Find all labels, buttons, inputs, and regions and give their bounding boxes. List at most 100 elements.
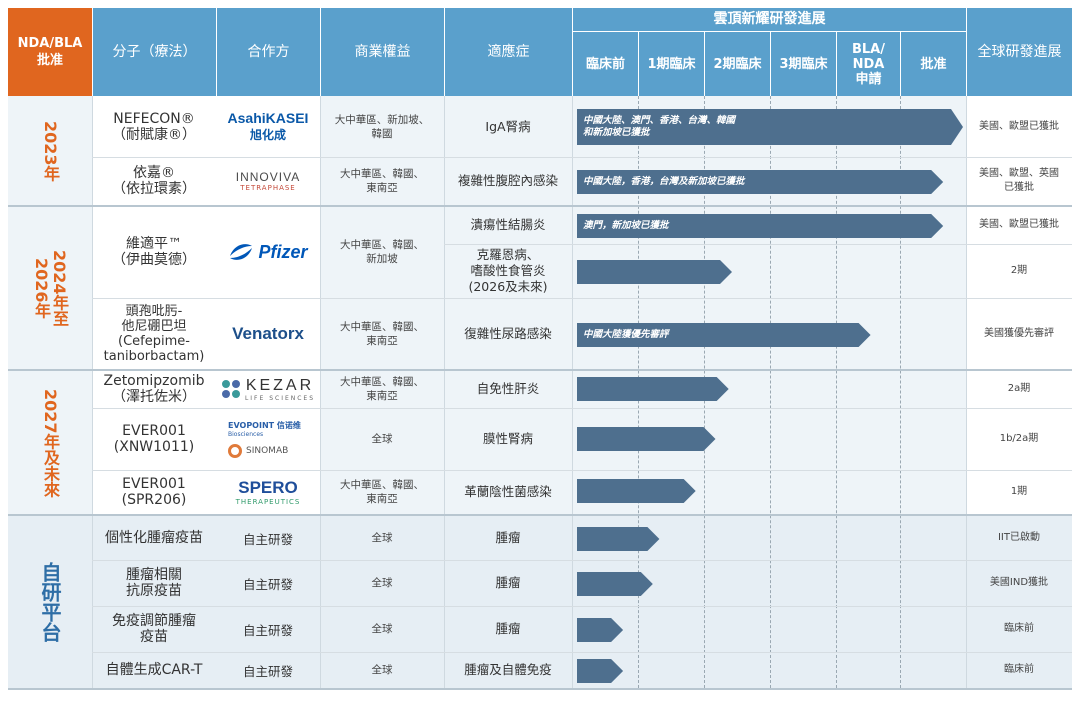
- rights-immunomodulatory-vaccine: 全球: [371, 623, 393, 635]
- arrow-body: [577, 479, 696, 503]
- indication-eravacycline: 複雜性腹腔內感染: [457, 173, 558, 188]
- indication-cuti: 復雜性尿路感染: [464, 325, 552, 341]
- rights-cefepime: 大中華區、韓國、 東南亞: [340, 320, 424, 347]
- arrow-body: [577, 527, 660, 551]
- platform-bg: [8, 516, 1072, 688]
- year-label-platform: 自研平台: [38, 562, 62, 642]
- molecule-etrasimod: 維適平™ （伊曲莫德）: [112, 236, 196, 268]
- indication-tumor-autoimmune: 腫瘤及自體免疫: [464, 662, 552, 677]
- arrow-body: [577, 572, 653, 596]
- row-divider: [92, 606, 1072, 607]
- evopoint-logo-text: EVOPOINT 信诺维: [228, 421, 301, 430]
- partner-in-house: 自主研發: [242, 531, 293, 547]
- arrow-body: [577, 170, 944, 194]
- molecule-immunomodulatory-vaccine: 免疫調節腫瘤 疫苗: [112, 613, 196, 645]
- group-separator: [8, 514, 1072, 516]
- global-ever001-xnw1011: 1b/2a期: [999, 433, 1039, 444]
- molecule-eravacycline: 依嘉® （依拉環素）: [112, 165, 196, 197]
- global-crohns: 2期: [1010, 265, 1028, 276]
- pfizer-logo-text: Pfizer: [258, 241, 308, 262]
- header-phase-bla: BLA/ NDA 申請: [836, 32, 900, 96]
- arrow-shape: [577, 323, 871, 347]
- arrow-body: [577, 659, 624, 683]
- molecule-taa-vaccine: 腫瘤相關 抗原疫苗: [126, 567, 182, 599]
- header-rights: 商業權益: [320, 8, 444, 96]
- molecule-col-bg: [92, 96, 216, 516]
- header-phase-1: 1期臨床: [638, 32, 704, 96]
- group-separator: [8, 205, 1072, 207]
- arrow-label: 澳門，新加坡已獲批: [583, 220, 669, 231]
- rights-eravacycline: 大中華區、韓國、 東南亞: [340, 168, 424, 194]
- tetraphase-logo-text: TETRAPHASE: [240, 184, 296, 192]
- global-eravacycline: 美國、歐盟、英國 已獲批: [979, 168, 1059, 193]
- arrow-label: 中國大陸，香港，台灣及新加坡已獲批: [583, 176, 745, 187]
- table-bottom: [8, 688, 1072, 690]
- pfizer-mark-icon: [230, 244, 253, 260]
- molecule-cefepime: 頭孢吡肟- 他尼硼巴坦 (Cefepime- taniborbactam): [103, 303, 205, 364]
- logo-innoviva: INNOVIVA TETRAPHASE: [216, 157, 320, 205]
- global-uc: 美國、歐盟已獲批: [979, 219, 1059, 230]
- logo-venatorx: Venatorx: [216, 298, 320, 369]
- logo-spero: SPERO THERAPEUTICS: [216, 470, 320, 514]
- kezar-mark-icon: [221, 380, 240, 398]
- indication-nefecon: IgA腎病: [485, 118, 531, 134]
- arrow-body: [577, 427, 716, 451]
- arrow-shape: [577, 659, 624, 683]
- row-divider: [444, 244, 1072, 245]
- partner-in-house: 自主研發: [242, 576, 293, 592]
- logo-pfizer: Pfizer: [216, 206, 320, 298]
- header-partner: 合作方: [216, 8, 320, 96]
- arrow-shape: [577, 479, 696, 503]
- logo-kezar: KEZAR LIFE SCIENCES: [216, 370, 320, 408]
- global-col-bg: [966, 96, 1072, 516]
- header-molecule: 分子（療法）: [92, 8, 216, 96]
- global-personalized-vaccine: IIT已啟動: [997, 532, 1040, 543]
- molecule-personalized-vaccine: 個性化腫瘤疫苗: [105, 530, 203, 546]
- row-divider: [92, 408, 1072, 409]
- year-label-2027: 2027年及未來: [41, 388, 60, 498]
- arrow-shape: [577, 427, 716, 451]
- indication-tumor: 腫瘤: [495, 575, 521, 590]
- arrow-body: [577, 377, 729, 401]
- arrow-body: [577, 618, 624, 642]
- arrow-shape: [577, 527, 660, 551]
- venatorx-logo-text: Venatorx: [232, 323, 304, 343]
- rights-ever001-xnw1011: 全球: [371, 433, 393, 445]
- arrow-shape: [577, 214, 944, 238]
- global-cefepime: 美國獲優先審評: [984, 327, 1054, 339]
- partner-in-house: 自主研發: [242, 663, 293, 679]
- global-in-vivo-car-t: 臨床前: [1004, 664, 1034, 675]
- global-ever001-spr206: 1期: [1010, 486, 1028, 497]
- arrow-body: [577, 260, 732, 284]
- molecule-ever001-spr206: EVER001 (SPR206): [121, 476, 187, 508]
- kezar-logo: KEZAR LIFE SCIENCES: [221, 377, 315, 402]
- arrow-shape: [577, 377, 729, 401]
- asahi-logo-text: AsahiKASEI: [227, 110, 309, 126]
- arrow-shape: [577, 618, 624, 642]
- header-nda: NDA/BLA 批准: [8, 8, 92, 96]
- col-divider: [572, 96, 573, 688]
- arrow-label: 中國大陸、澳門、香港、台灣、韓國 和新加坡已獲批: [583, 115, 736, 138]
- indication-tumor: 腫瘤: [495, 530, 521, 545]
- sinomab-logo: SINOMAB: [228, 444, 288, 458]
- indication-crohns: 克羅恩病、 嗜酸性食管炎 (2026及未來): [468, 247, 548, 294]
- arrow-shape: [577, 260, 732, 284]
- asahi-logo-sub: 旭化成: [249, 128, 286, 142]
- indication-gram-negative: 革蘭陰性菌感染: [464, 484, 552, 499]
- rights-in-vivo-car-t: 全球: [371, 664, 393, 676]
- indication-aih: 自免性肝炎: [476, 381, 540, 396]
- group-separator: [8, 369, 1072, 371]
- global-immunomodulatory-vaccine: 臨床前: [1004, 623, 1034, 634]
- arrow-label: 中國大陸獲優先審評: [583, 329, 669, 340]
- rights-zetomipzomib: 大中華區、韓國、 東南亞: [340, 376, 424, 402]
- phase-divider: [900, 96, 901, 688]
- molecule-ever001-xnw1011: EVER001 (XNW1011): [113, 423, 195, 455]
- global-zetomipzomib: 2a期: [1007, 383, 1031, 394]
- spero-logo-text: SPERO: [238, 478, 298, 497]
- spero-logo-sub: THERAPEUTICS: [235, 498, 301, 506]
- global-nefecon: 美國、歐盟已獲批: [979, 120, 1059, 132]
- arrow-shape: [577, 109, 963, 145]
- header-phase-approval: 批准: [900, 32, 966, 96]
- header-phase-2: 2期臨床: [704, 32, 770, 96]
- rights-nefecon: 大中華區、新加坡、 韓國: [334, 113, 430, 140]
